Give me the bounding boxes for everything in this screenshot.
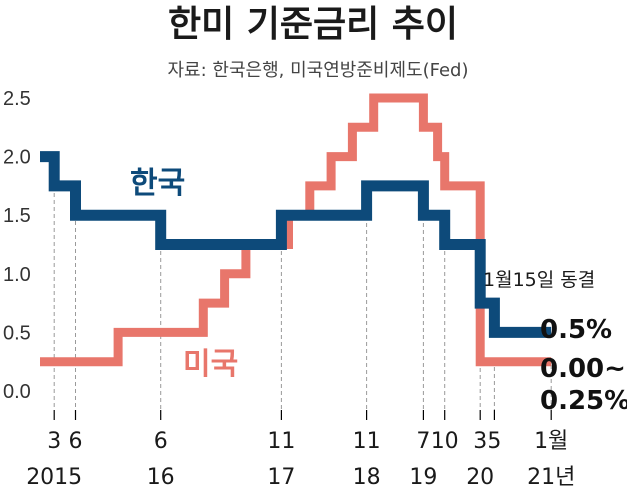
x-tick-month: 6 (154, 429, 168, 454)
x-tick-month: 7 (416, 429, 430, 454)
x-tick-month: 5 (487, 429, 501, 454)
x-tick-month: 3 (47, 429, 61, 454)
x-tick-month: 1월 (534, 429, 568, 454)
y-tick-label: 2.5 (3, 88, 31, 110)
x-tick-month: 11 (353, 429, 381, 454)
x-tick-month: 10 (431, 429, 459, 454)
x-tick-year: 19 (409, 465, 437, 490)
y-axis: 2.5 2.0 1.5 1.0 0.5 0.0 (3, 88, 31, 403)
y-tick-label: 1.5 (3, 205, 31, 227)
x-tick-year: 2015 (26, 465, 82, 490)
chart-source: 자료: 한국은행, 미국연방준비제도(Fed) (168, 60, 469, 81)
series-label-us: 미국 (183, 347, 238, 382)
x-tick-year: 16 (147, 465, 175, 490)
x-tick-month: 3 (473, 429, 487, 454)
end-label-us-line1: 0.00~ (540, 354, 626, 384)
x-tick-year: 18 (353, 465, 381, 490)
series-label-korea: 한국 (130, 166, 185, 201)
series-line-korea (40, 151, 552, 338)
chart-title: 한미 기준금리 추이 (168, 4, 458, 45)
freeze-annotation: 1월15일 동결 (483, 269, 595, 291)
x-tick-month: 11 (267, 429, 295, 454)
x-tick-month: 6 (69, 429, 83, 454)
end-label-korea: 0.5% (540, 315, 612, 345)
x-axis: 3 2015 6 6 16 11 17 11 18 7 19 10 3 20 5 1월 21년 (26, 410, 575, 490)
y-tick-label: 2.0 (3, 147, 31, 169)
x-tick-year: 17 (267, 465, 295, 490)
x-tick-year: 20 (466, 465, 494, 490)
series-lines (40, 93, 552, 367)
y-tick-label: 1.0 (3, 264, 31, 286)
series-line-us (40, 93, 552, 367)
y-tick-label: 0.0 (3, 381, 31, 403)
x-tick-year: 21년 (527, 465, 575, 490)
y-tick-label: 0.5 (3, 322, 31, 344)
end-label-us-line2: 0.25% (540, 386, 627, 416)
